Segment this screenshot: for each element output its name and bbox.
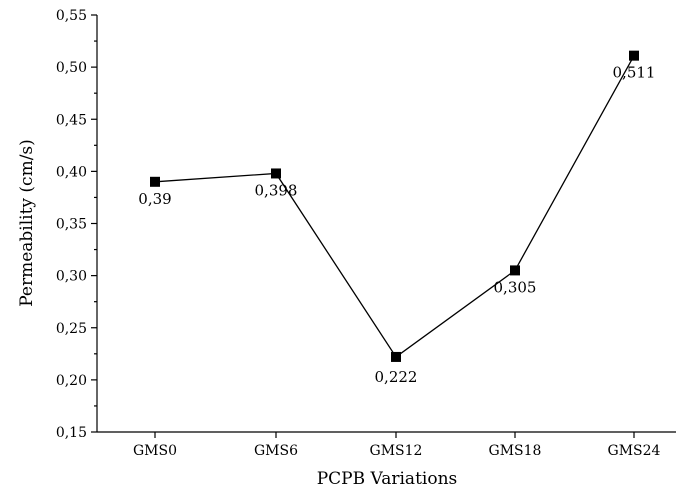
x-tick-label: GMS24 (608, 443, 661, 459)
data-point-marker (510, 265, 520, 276)
y-tick-label: 0,15 (56, 425, 87, 441)
x-tick-label: GMS12 (370, 443, 423, 459)
data-labels-group: 0,39 0,398 0,222 0,305 0,511 (138, 64, 655, 386)
data-point-marker (629, 50, 639, 61)
data-label: 0,222 (375, 368, 418, 386)
x-axis-ticks: GMS0 GMS6 GMS12 GMS18 GMS24 (133, 432, 661, 459)
data-point-marker (271, 168, 281, 179)
x-tick-label: GMS18 (489, 443, 542, 459)
data-label: 0,398 (255, 181, 298, 199)
series-line-group (154, 55, 635, 358)
data-label: 0,305 (494, 278, 537, 296)
markers-group (150, 50, 639, 362)
x-axis-title: PCPB Variations (317, 469, 458, 489)
data-label: 0,511 (613, 64, 656, 82)
y-tick-label: 0,45 (56, 112, 87, 128)
data-point-marker (150, 176, 160, 187)
y-tick-label: 0,20 (56, 373, 87, 389)
y-tick-label: 0,25 (56, 321, 87, 337)
data-label: 0,39 (138, 190, 171, 208)
y-tick-label: 0,50 (56, 60, 87, 76)
x-tick-label: GMS0 (133, 443, 177, 459)
y-tick-label: 0,35 (56, 217, 87, 233)
series-line (154, 55, 635, 358)
y-tick-label: 0,40 (56, 164, 87, 180)
x-tick-label: GMS6 (254, 443, 298, 459)
y-axis-title: Permeability (cm/s) (17, 139, 37, 307)
y-tick-label: 0,30 (56, 269, 87, 285)
y-tick-label: 0,55 (56, 8, 87, 24)
y-axis-ticks: 0,15 0,20 0,25 0,30 0,35 0,40 0,45 0,50 0,55 (56, 8, 97, 441)
data-point-marker (391, 351, 401, 362)
